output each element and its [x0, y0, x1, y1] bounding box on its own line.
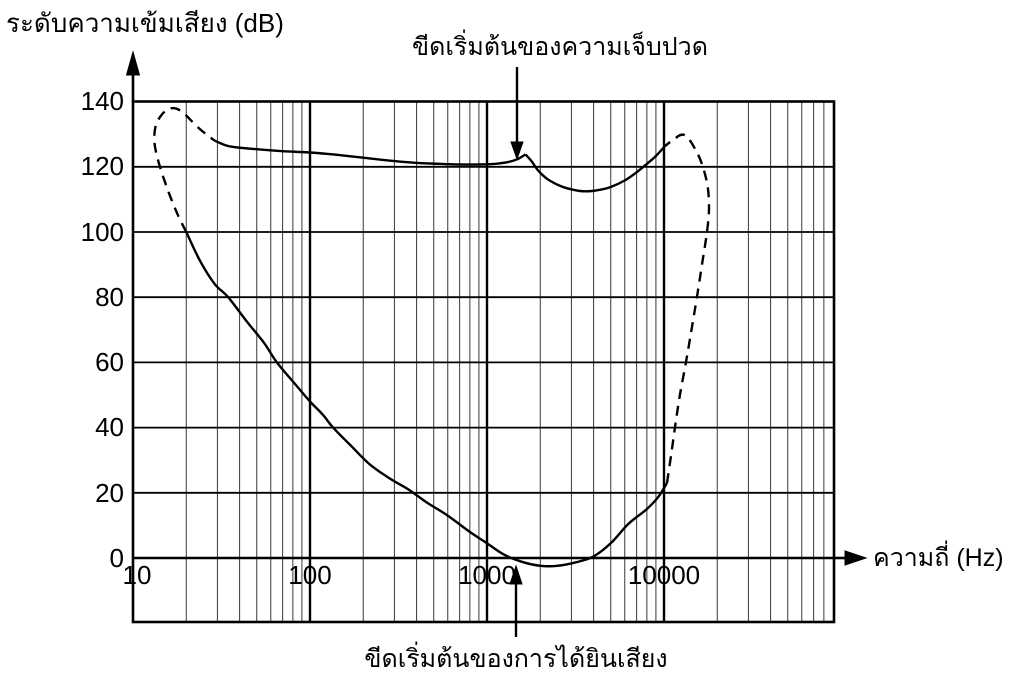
hearing-annotation-arrowhead — [509, 564, 523, 585]
y-tick-label-0: 140 — [80, 86, 124, 116]
curve-threshold-of-pain-left — [214, 139, 527, 166]
y-tick-label-1: 120 — [80, 151, 124, 181]
y-axis-arrowhead — [125, 50, 141, 76]
curve-high-frequency-boundary — [664, 133, 711, 484]
x-tick-label-10: 10 — [122, 560, 152, 590]
plot-frame — [131, 100, 836, 624]
x-tick-label-100: 100 — [288, 560, 332, 590]
pain-annotation-arrowhead — [510, 141, 524, 161]
horizontal-gridlines — [133, 165, 834, 494]
arrows — [125, 50, 868, 637]
curve-low-frequency-boundary — [153, 106, 216, 233]
curve-threshold-of-pain-right — [524, 145, 666, 193]
x-axis-title: ความถี่ (Hz) — [873, 544, 1004, 572]
annotation-threshold-of-pain: ขีดเริ่มต้นของความเจ็บปวด — [412, 33, 708, 61]
y-tick-label-5: 40 — [95, 412, 124, 442]
x-tick-label-1000: 1000 — [458, 560, 516, 590]
y-tick-label-2: 100 — [80, 217, 124, 247]
x-tick-label-10000: 10000 — [627, 560, 701, 590]
x-axis-arrowhead — [844, 550, 868, 566]
y-tick-label-7: 0 — [109, 543, 124, 573]
y-tick-label-4: 60 — [95, 347, 124, 377]
y-tick-label-6: 20 — [95, 478, 124, 508]
y-tick-label-3: 80 — [95, 282, 124, 312]
annotation-threshold-of-hearing: ขีดเริ่มต้นของการได้ยินเสียง — [364, 645, 668, 673]
curves — [153, 106, 711, 568]
curve-threshold-of-hearing — [185, 231, 669, 568]
y-axis-title: ระดับความเข้มเสียง (dB) — [6, 8, 284, 38]
